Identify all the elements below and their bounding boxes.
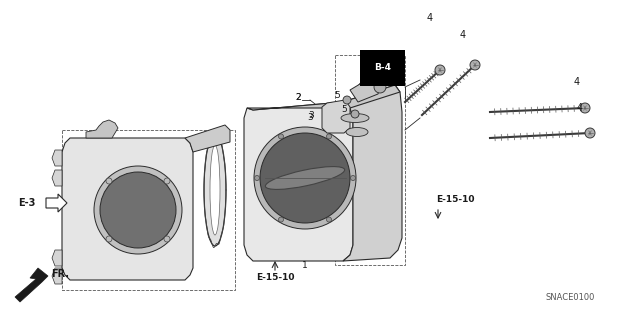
Circle shape bbox=[580, 103, 590, 113]
Circle shape bbox=[260, 133, 350, 223]
Circle shape bbox=[326, 134, 332, 139]
Polygon shape bbox=[52, 268, 62, 284]
Circle shape bbox=[435, 65, 445, 75]
Polygon shape bbox=[343, 85, 402, 261]
Text: 5: 5 bbox=[341, 106, 347, 115]
Polygon shape bbox=[322, 100, 350, 133]
Circle shape bbox=[278, 134, 284, 139]
Circle shape bbox=[326, 217, 332, 222]
Circle shape bbox=[100, 172, 176, 248]
Polygon shape bbox=[247, 85, 400, 110]
Circle shape bbox=[351, 175, 355, 181]
Text: 3: 3 bbox=[308, 112, 314, 121]
Polygon shape bbox=[46, 194, 67, 212]
Text: E-15-10: E-15-10 bbox=[256, 272, 294, 281]
Circle shape bbox=[278, 217, 284, 222]
Polygon shape bbox=[52, 250, 62, 266]
Circle shape bbox=[374, 81, 386, 93]
Text: 4: 4 bbox=[577, 103, 583, 113]
Ellipse shape bbox=[341, 114, 369, 122]
Text: 3: 3 bbox=[307, 113, 313, 122]
Ellipse shape bbox=[204, 134, 226, 246]
Ellipse shape bbox=[210, 145, 220, 235]
Circle shape bbox=[254, 127, 356, 229]
Polygon shape bbox=[62, 138, 193, 280]
Text: 1: 1 bbox=[302, 261, 308, 270]
Polygon shape bbox=[52, 150, 62, 166]
Circle shape bbox=[351, 110, 359, 118]
Text: 5: 5 bbox=[334, 92, 340, 100]
Text: E-3: E-3 bbox=[19, 198, 36, 208]
Circle shape bbox=[164, 236, 170, 242]
Polygon shape bbox=[185, 125, 230, 152]
Circle shape bbox=[470, 60, 480, 70]
Circle shape bbox=[94, 166, 182, 254]
Circle shape bbox=[343, 96, 351, 104]
Text: 2: 2 bbox=[295, 93, 301, 102]
Polygon shape bbox=[52, 170, 62, 186]
Text: E-15-10: E-15-10 bbox=[436, 196, 474, 204]
Polygon shape bbox=[86, 120, 118, 138]
Polygon shape bbox=[15, 268, 48, 302]
Text: B-4: B-4 bbox=[374, 63, 391, 72]
Circle shape bbox=[164, 178, 170, 184]
Ellipse shape bbox=[266, 167, 345, 189]
Text: 4: 4 bbox=[460, 30, 466, 40]
Circle shape bbox=[106, 236, 112, 242]
Circle shape bbox=[585, 128, 595, 138]
Circle shape bbox=[106, 178, 112, 184]
Text: 4: 4 bbox=[427, 13, 433, 23]
Polygon shape bbox=[350, 78, 380, 102]
Text: FR.: FR. bbox=[51, 269, 69, 279]
Polygon shape bbox=[244, 102, 353, 261]
Circle shape bbox=[255, 175, 259, 181]
Text: SNACE0100: SNACE0100 bbox=[545, 293, 595, 302]
Ellipse shape bbox=[346, 128, 368, 137]
Text: 4: 4 bbox=[574, 77, 580, 87]
Text: 2: 2 bbox=[295, 93, 301, 102]
